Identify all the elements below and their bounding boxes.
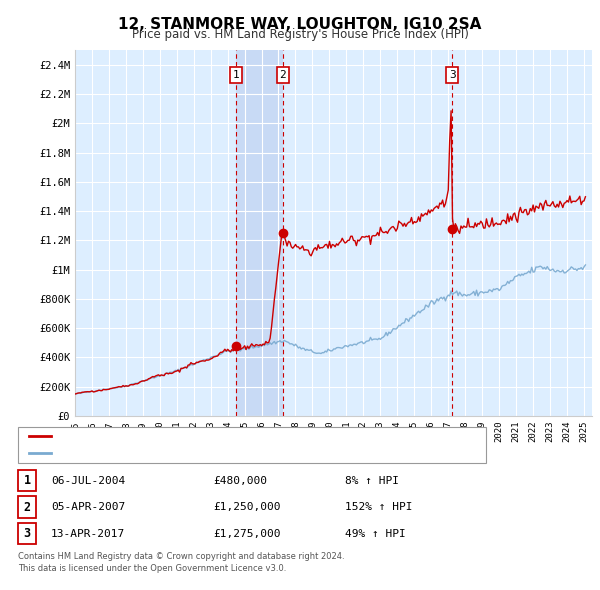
Text: 152% ↑ HPI: 152% ↑ HPI (345, 502, 413, 512)
Text: 2: 2 (280, 70, 286, 80)
Text: £1,275,000: £1,275,000 (213, 529, 281, 539)
Text: 13-APR-2017: 13-APR-2017 (51, 529, 125, 539)
Text: 1: 1 (233, 70, 239, 80)
Text: £480,000: £480,000 (213, 476, 267, 486)
Text: Contains HM Land Registry data © Crown copyright and database right 2024.: Contains HM Land Registry data © Crown c… (18, 552, 344, 560)
Text: 8% ↑ HPI: 8% ↑ HPI (345, 476, 399, 486)
Text: 49% ↑ HPI: 49% ↑ HPI (345, 529, 406, 539)
Text: £1,250,000: £1,250,000 (213, 502, 281, 512)
Text: HPI: Average price, detached house, Epping Forest: HPI: Average price, detached house, Eppi… (57, 448, 345, 458)
Bar (236, 50, 283, 416)
Text: 2: 2 (23, 500, 31, 514)
Text: 3: 3 (23, 527, 31, 540)
Text: 06-JUL-2004: 06-JUL-2004 (51, 476, 125, 486)
Text: Price paid vs. HM Land Registry's House Price Index (HPI): Price paid vs. HM Land Registry's House … (131, 28, 469, 41)
Text: 1: 1 (23, 474, 31, 487)
Text: 3: 3 (449, 70, 455, 80)
Text: 12, STANMORE WAY, LOUGHTON, IG10 2SA (detached house): 12, STANMORE WAY, LOUGHTON, IG10 2SA (de… (57, 431, 368, 441)
Text: 12, STANMORE WAY, LOUGHTON, IG10 2SA: 12, STANMORE WAY, LOUGHTON, IG10 2SA (118, 17, 482, 31)
Text: 05-APR-2007: 05-APR-2007 (51, 502, 125, 512)
Text: This data is licensed under the Open Government Licence v3.0.: This data is licensed under the Open Gov… (18, 563, 286, 572)
